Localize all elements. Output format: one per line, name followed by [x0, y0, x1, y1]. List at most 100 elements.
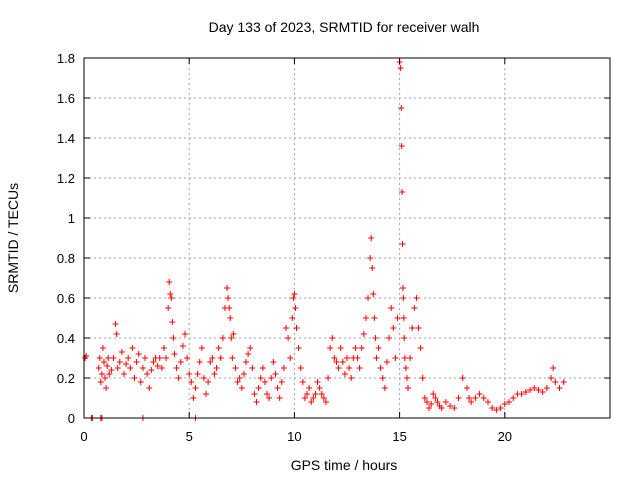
- data-point: [411, 305, 418, 311]
- data-point: [236, 375, 243, 381]
- data-point: [398, 105, 405, 111]
- data-point: [215, 345, 222, 351]
- data-point: [301, 395, 308, 401]
- data-point: [337, 345, 344, 351]
- data-point: [405, 385, 412, 391]
- data-point: [312, 391, 319, 397]
- data-point: [369, 265, 376, 271]
- data-point: [249, 365, 256, 371]
- data-point: [493, 407, 500, 413]
- data-point: [390, 325, 397, 331]
- data-point: [297, 365, 304, 371]
- data-point: [154, 363, 161, 369]
- data-point: [181, 331, 188, 337]
- data-point: [398, 143, 405, 149]
- data-point: [272, 371, 279, 377]
- data-point: [497, 405, 504, 411]
- data-point: [240, 371, 247, 377]
- data-point: [127, 365, 134, 371]
- data-point: [190, 395, 197, 401]
- data-point: [135, 351, 142, 357]
- data-point: [409, 325, 416, 331]
- x-tick-label: 15: [392, 429, 406, 444]
- data-point: [292, 305, 299, 311]
- data-point: [400, 295, 407, 301]
- x-tick-labels: 0 5 10 15 20: [80, 429, 512, 444]
- data-point: [367, 255, 374, 261]
- data-point: [316, 385, 323, 391]
- data-point: [98, 371, 105, 377]
- data-point: [399, 285, 406, 291]
- data-point: [96, 355, 103, 361]
- data-point: [209, 355, 216, 361]
- data-point: [103, 385, 110, 391]
- data-point: [150, 359, 157, 365]
- data-point: [322, 399, 329, 405]
- data-point: [257, 375, 264, 381]
- data-point: [245, 351, 252, 357]
- data-point: [270, 359, 277, 365]
- data-point: [346, 365, 353, 371]
- data-point: [306, 385, 313, 391]
- data-point: [344, 355, 350, 361]
- data-point: [560, 379, 567, 385]
- data-point: [543, 385, 550, 391]
- data-point: [550, 365, 557, 371]
- data-point: [386, 335, 393, 341]
- data-point: [375, 345, 382, 351]
- data-point: [170, 335, 177, 341]
- data-point: [430, 391, 437, 397]
- data-point: [120, 371, 127, 377]
- data-point: [179, 343, 186, 349]
- data-point: [413, 295, 420, 301]
- data-point: [97, 379, 104, 385]
- data-point: [463, 385, 470, 391]
- data-point: [556, 385, 563, 391]
- data-point: [356, 365, 363, 371]
- y-tick-labels: 0 0.2 0.4 0.6 0.8 1 1.2 1.4 1.6 1.8: [57, 51, 75, 426]
- x-tick-label: 0: [80, 429, 87, 444]
- data-point: [125, 355, 132, 361]
- y-tick-label: 1.6: [57, 91, 75, 106]
- data-point: [229, 355, 236, 361]
- data-point: [146, 385, 153, 391]
- data-point: [377, 365, 384, 371]
- data-point: [506, 399, 513, 405]
- data-point: [370, 291, 377, 297]
- data-point: [373, 355, 380, 361]
- data-point: [388, 305, 395, 311]
- y-tick-label: 1: [68, 211, 75, 226]
- data-point: [203, 391, 210, 397]
- data-point: [476, 391, 483, 397]
- y-tick-label: 0.2: [57, 371, 75, 386]
- grid-lines: [84, 58, 610, 418]
- data-point: [403, 375, 410, 381]
- data-point: [259, 365, 266, 371]
- data-point: [468, 399, 475, 405]
- data-point: [175, 375, 182, 381]
- data-point: [331, 355, 338, 361]
- data-point: [484, 399, 491, 405]
- data-point: [166, 279, 173, 285]
- data-point: [113, 331, 120, 337]
- data-point: [419, 375, 426, 381]
- data-point: [392, 355, 399, 361]
- y-tick-label: 1.2: [57, 171, 75, 186]
- data-point: [106, 371, 113, 377]
- data-point: [325, 375, 332, 381]
- data-point: [219, 335, 226, 341]
- data-point: [434, 399, 441, 405]
- data-point: [266, 395, 273, 401]
- data-point: [426, 405, 433, 411]
- data-point: [238, 385, 245, 391]
- data-point: [198, 345, 205, 351]
- data-point: [368, 235, 375, 241]
- x-tick-label: 5: [186, 429, 193, 444]
- data-point: [282, 325, 289, 331]
- data-point: [295, 345, 302, 351]
- data-point: [352, 345, 359, 351]
- data-point: [539, 389, 546, 395]
- data-point: [217, 355, 224, 361]
- data-point: [168, 295, 175, 301]
- data-point: [142, 355, 149, 361]
